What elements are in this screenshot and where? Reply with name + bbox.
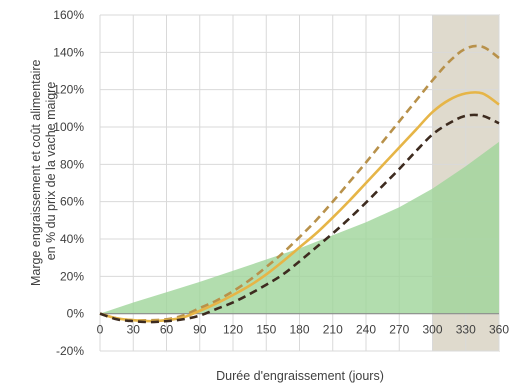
series-layer [99, 44, 500, 324]
area-series [100, 141, 499, 314]
x-tick-label: 180 [289, 323, 309, 337]
y-axis-label-line-1: Marge engraissement et coût alimentaire [29, 59, 43, 286]
y-tick-label: 40% [60, 232, 84, 246]
y-tick-label: 100% [53, 120, 84, 134]
y-tick-label: 60% [60, 195, 84, 209]
x-tick-label: 330 [456, 323, 476, 337]
y-tick-label: 20% [60, 269, 84, 283]
y-axis-label-line-2: en % du prix de la vache maigre [44, 82, 58, 261]
x-tick-label: 90 [193, 323, 207, 337]
y-tick-label: 120% [53, 83, 84, 97]
x-tick-label: 360 [489, 323, 509, 337]
x-tick-label: 270 [389, 323, 409, 337]
y-tick-label: -20% [56, 344, 84, 358]
x-tick-label: 60 [160, 323, 174, 337]
x-tick-label: 120 [223, 323, 243, 337]
x-axis-label: Durée d'engraissement (jours) [216, 369, 384, 383]
tick-labels: 0 30 60 90 120 150 180 210 240 270 300 330 360 -20% 0%… [53, 8, 509, 358]
x-tick-label: 150 [256, 323, 276, 337]
y-tick-label: 140% [53, 45, 84, 59]
y-axis-label: Marge engraissement et coût alimentaire … [29, 56, 58, 286]
x-tick-label: 0 [97, 323, 104, 337]
x-tick-label: 30 [127, 323, 141, 337]
y-tick-label: 0% [67, 307, 85, 321]
series-line-3 [99, 113, 500, 324]
area-layer [100, 141, 499, 314]
y-tick-label: 80% [60, 157, 84, 171]
x-tick-label: 300 [422, 323, 442, 337]
x-tick-label: 240 [356, 323, 376, 337]
y-tick-label: 160% [53, 8, 84, 22]
x-tick-label: 210 [323, 323, 343, 337]
